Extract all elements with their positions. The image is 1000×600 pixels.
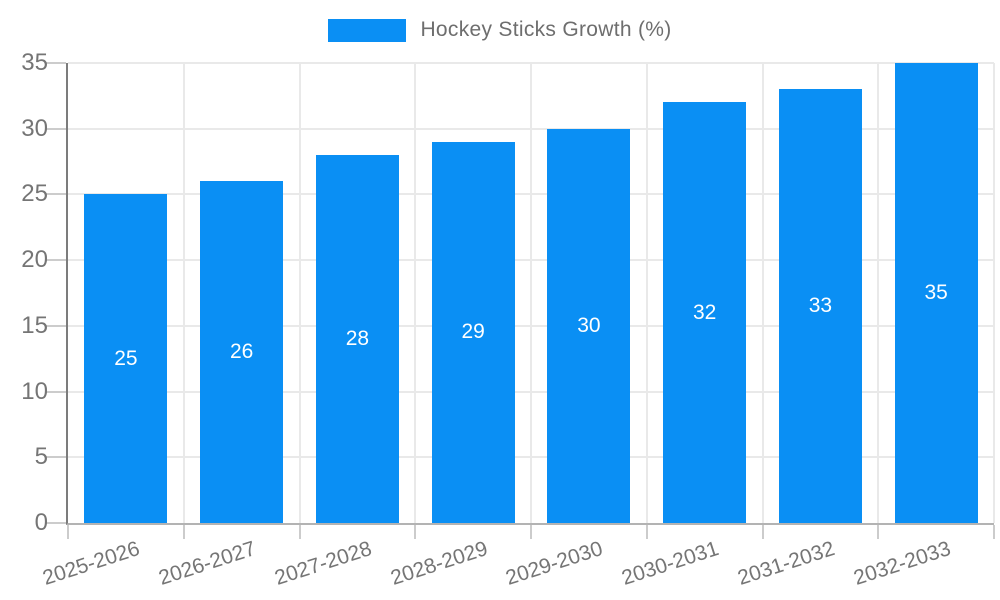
bar-2025-2026[interactable]: 25 xyxy=(84,194,168,523)
x-axis-tick-label: 2031-2032 xyxy=(734,537,838,590)
vertical-gridline xyxy=(414,63,417,523)
vertical-gridline xyxy=(298,63,301,523)
y-axis-tick-label: 5 xyxy=(34,443,48,471)
vertical-gridline xyxy=(877,63,880,523)
y-axis-tick xyxy=(46,324,66,327)
chart-legend[interactable]: Hockey Sticks Growth (%) xyxy=(0,18,1000,42)
x-axis-tick xyxy=(182,525,185,539)
x-axis-tick xyxy=(414,525,417,539)
bars-layer: 25 26 28 29 30 32 33 35 xyxy=(68,63,994,523)
x-axis-tick xyxy=(530,525,532,539)
x-axis-tick-label: 2026-2027 xyxy=(156,537,259,590)
vertical-gridline xyxy=(645,63,648,523)
y-axis-tick-label: 35 xyxy=(21,49,48,76)
y-axis-tick xyxy=(46,456,66,459)
y-axis-tick-label: 20 xyxy=(21,246,48,274)
x-axis-tick-label: 2029-2030 xyxy=(503,537,606,590)
x-axis-tick-label: 2025-2026 xyxy=(40,537,143,590)
y-axis-tick-label: 25 xyxy=(21,180,48,208)
x-axis-tick-label: 2027-2028 xyxy=(271,537,375,590)
vertical-gridline xyxy=(993,63,995,523)
y-axis-tick xyxy=(46,127,66,130)
y-axis-tick-label: 0 xyxy=(34,509,48,536)
legend-color-swatch xyxy=(328,18,407,42)
vertical-gridline xyxy=(530,63,532,523)
bar-2028-2029[interactable]: 29 xyxy=(431,141,515,523)
y-axis-labels: 0 5 10 15 20 25 30 35 xyxy=(21,49,994,536)
x-axis-tick xyxy=(298,525,301,539)
x-axis-tick-label: 2028-2029 xyxy=(387,537,491,590)
bar-2030-2031[interactable]: 32 xyxy=(663,102,747,523)
x-axis-labels: 2025-2026 2026-2027 2027-2028 2028-2029 2029… xyxy=(40,63,994,590)
plot-area: 0 5 10 15 20 25 30 35 25 26 28 29 30 32 33 35 2025-202… xyxy=(21,49,995,590)
bar-2029-2030[interactable]: 30 xyxy=(547,128,631,523)
x-axis-tick xyxy=(993,525,995,539)
legend-series-label: Hockey Sticks Growth (%) xyxy=(420,18,672,41)
bar-value-label: 30 xyxy=(577,313,601,337)
y-axis-tick xyxy=(46,390,66,393)
bar-value-label: 26 xyxy=(229,340,254,364)
bar-2032-2033[interactable]: 35 xyxy=(894,63,978,523)
x-axis-tick xyxy=(645,525,648,539)
bar-value-label: 28 xyxy=(345,327,370,350)
x-axis-tick-label: 2032-2033 xyxy=(850,537,954,590)
vertical-gridline xyxy=(761,63,764,523)
bar-value-label: 25 xyxy=(114,346,138,370)
bar-2026-2027[interactable]: 26 xyxy=(200,181,284,523)
y-axis-tick-label: 15 xyxy=(21,311,48,339)
bar-value-label: 29 xyxy=(461,320,485,344)
gridlines-layer xyxy=(46,62,995,539)
x-axis-tick xyxy=(761,525,764,539)
y-axis-tick xyxy=(46,522,66,524)
y-axis-tick-label: 10 xyxy=(21,377,48,405)
bar-value-label: 33 xyxy=(808,294,833,318)
bar-2027-2028[interactable]: 28 xyxy=(315,155,399,523)
y-axis-tick xyxy=(46,193,66,196)
vertical-gridline xyxy=(182,63,185,523)
x-axis-tick xyxy=(877,525,880,539)
y-axis-tick xyxy=(46,62,66,64)
x-axis-tick xyxy=(67,525,69,539)
bar-value-label: 32 xyxy=(692,300,717,324)
bar-value-label: 35 xyxy=(924,281,948,304)
bar-2031-2032[interactable]: 33 xyxy=(778,89,862,523)
y-axis-tick-label: 30 xyxy=(21,114,48,142)
y-axis-tick xyxy=(46,259,66,262)
x-axis-tick-label: 2030-2031 xyxy=(619,537,722,590)
